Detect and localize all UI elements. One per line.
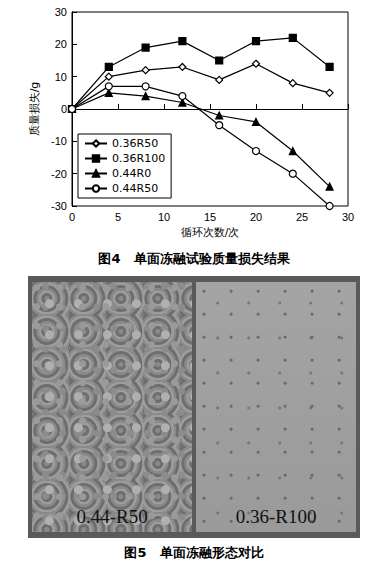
svg-text:10: 10 [55, 71, 67, 83]
svg-text:循环次数/次: 循环次数/次 [181, 226, 240, 239]
svg-text:-10: -10 [51, 135, 67, 147]
svg-text:20: 20 [55, 38, 67, 50]
svg-text:0: 0 [61, 103, 67, 115]
svg-text:0.44R50: 0.44R50 [112, 182, 158, 195]
html-text:0.44-R50: 0.44-R50 [76, 506, 148, 527]
svg-text:0: 0 [69, 211, 75, 223]
html-text:图4 单面冻融试验质量损失结果: 图4 单面冻融试验质量损失结果 [98, 251, 290, 266]
svg-text:30: 30 [342, 211, 354, 223]
svg-text:0.44R0: 0.44R0 [112, 167, 151, 180]
svg-text:10: 10 [158, 211, 170, 223]
svg-text:25: 25 [296, 211, 308, 223]
svg-text:0.36R100: 0.36R100 [112, 152, 165, 165]
html-text:图5 单面冻融形态对比: 图5 单面冻融形态对比 [124, 545, 264, 560]
svg-text:20: 20 [250, 211, 262, 223]
svg-text:0.36R50: 0.36R50 [112, 137, 158, 150]
svg-text:5: 5 [115, 211, 121, 223]
html-text:0.36-R100: 0.36-R100 [235, 506, 317, 527]
svg-text:15: 15 [204, 211, 216, 223]
svg-text:30: 30 [55, 6, 67, 18]
svg-text:质量损失/g: 质量损失/g [28, 82, 41, 137]
svg-text:-30: -30 [51, 200, 67, 212]
svg-text:-20: -20 [51, 168, 67, 180]
